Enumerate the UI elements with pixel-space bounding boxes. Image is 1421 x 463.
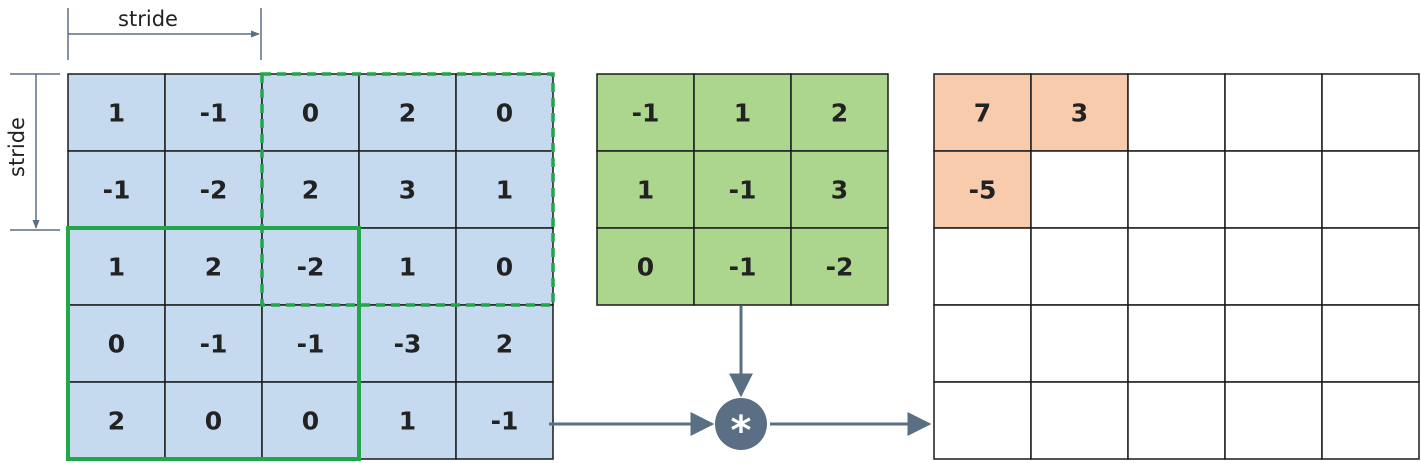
output-cell: [1127, 227, 1226, 306]
kernel-cell: [693, 227, 792, 306]
input-value: 0: [496, 253, 513, 282]
input-cell: [358, 381, 457, 460]
input-value: 2: [496, 330, 513, 359]
kernel-cell: [596, 73, 695, 152]
input-value: -1: [297, 330, 325, 359]
output-cell: [1127, 150, 1226, 229]
input-value: 2: [108, 407, 125, 436]
output-value: 3: [1071, 99, 1088, 128]
kernel-value: -1: [632, 99, 660, 128]
input-cell: [164, 304, 263, 383]
kernel-value: -1: [729, 253, 757, 282]
input-cell: [455, 304, 554, 383]
kernel-cell: [596, 227, 695, 306]
operator-circle: [715, 398, 767, 450]
input-value: 1: [108, 99, 125, 128]
output-cell: [933, 73, 1032, 152]
output-cell: [1224, 227, 1323, 306]
input-cell: [261, 304, 360, 383]
input-value: 3: [399, 176, 416, 205]
output-cell: [1321, 73, 1420, 152]
output-cell: [1321, 150, 1420, 229]
output-cell: [1030, 150, 1129, 229]
kernel-value: 1: [637, 176, 654, 205]
output-cell: [1321, 227, 1420, 306]
output-cell: [1224, 304, 1323, 383]
output-cell: [1127, 73, 1226, 152]
input-value: 0: [205, 407, 222, 436]
kernel-value: 3: [831, 176, 848, 205]
input-cell: [164, 150, 263, 229]
input-value: -2: [200, 176, 228, 205]
kernel-value: 0: [637, 253, 654, 282]
output-cell: [1224, 73, 1323, 152]
operator-symbol: *: [731, 408, 752, 454]
input-value: 0: [302, 407, 319, 436]
output-cell: [1224, 150, 1323, 229]
kernel-value: 2: [831, 99, 848, 128]
input-cell: [67, 381, 166, 460]
output-cell: [1224, 381, 1323, 460]
input-value: 2: [205, 253, 222, 282]
kernel-value: -2: [826, 253, 854, 282]
input-cell: [358, 227, 457, 306]
input-value: -3: [394, 330, 422, 359]
input-value: -1: [200, 99, 228, 128]
vertical-stride-indicator: stride: [5, 73, 60, 231]
input-cell: [261, 227, 360, 306]
input-value: 2: [399, 99, 416, 128]
input-cell: [67, 227, 166, 306]
output-cell: [1127, 304, 1226, 383]
kernel-value: -1: [729, 176, 757, 205]
input-value: 1: [399, 407, 416, 436]
convolution-operator-icon: *: [715, 398, 767, 454]
horizontal-stride-indicator: stride: [67, 7, 262, 60]
input-cell: [164, 227, 263, 306]
output-cell: [1030, 227, 1129, 306]
kernel-cell: [693, 73, 792, 152]
input-value: -2: [297, 253, 325, 282]
input-value: -1: [103, 176, 131, 205]
output-cell: [933, 227, 1032, 306]
previous-window: [260, 72, 555, 307]
input-value: -1: [491, 407, 519, 436]
input-value: 2: [302, 176, 319, 205]
input-cell: [358, 73, 457, 152]
input-cell: [261, 150, 360, 229]
input-matrix: 1 -1 0 2 0 -1 -2 2 3 1 1 2 -2 1 0 0 -1 -1 -3 2 2 0 0 1 -1: [67, 73, 554, 460]
current-window: [66, 226, 361, 461]
output-cell: [1321, 304, 1420, 383]
output-value: 7: [974, 99, 991, 128]
kernel-value: 1: [734, 99, 751, 128]
kernel-matrix: -1 1 2 1 -1 3 0 -1 -2: [596, 73, 889, 306]
input-value: 0: [302, 99, 319, 128]
output-cell: [933, 304, 1032, 383]
kernel-windows: [66, 72, 555, 461]
input-value: -1: [200, 330, 228, 359]
output-value: -5: [969, 176, 997, 205]
kernel-cell: [596, 150, 695, 229]
output-matrix: 7 3 -5: [933, 73, 1420, 460]
output-cell: [1127, 381, 1226, 460]
output-cell: [1030, 381, 1129, 460]
input-cell: [261, 381, 360, 460]
input-value: 0: [496, 99, 513, 128]
input-cell: [67, 150, 166, 229]
input-value: 1: [496, 176, 513, 205]
flow-arrows: [549, 306, 932, 436]
horizontal-stride-label: stride: [118, 7, 178, 31]
input-value: 0: [108, 330, 125, 359]
input-cell: [455, 150, 554, 229]
input-value: 1: [399, 253, 416, 282]
output-cell: [933, 381, 1032, 460]
input-value: 1: [108, 253, 125, 282]
input-cell: [455, 381, 554, 460]
kernel-cell: [790, 227, 889, 306]
input-cell: [455, 73, 554, 152]
vertical-stride-label: stride: [5, 117, 29, 177]
output-cell: [1321, 381, 1420, 460]
output-cell: [1030, 304, 1129, 383]
